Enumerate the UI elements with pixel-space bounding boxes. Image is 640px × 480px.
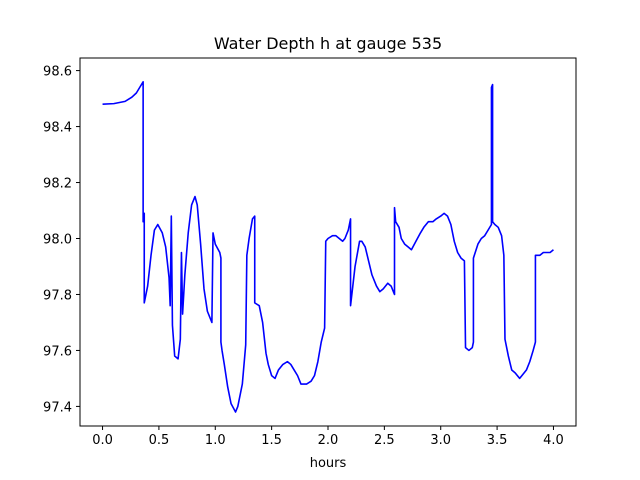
y-tick-label: 97.6 [43,344,72,359]
x-tick-label: 2.0 [318,433,339,448]
x-tick-label: 0.5 [149,433,170,448]
y-tick-label: 98.0 [43,233,72,248]
y-tick-label: 97.4 [43,400,72,415]
x-tick-label: 4.0 [543,433,564,448]
chart-title: Water Depth h at gauge 535 [214,34,442,53]
series-line [102,80,554,413]
x-tick-label: 0.0 [92,433,113,448]
y-tick-label: 98.6 [43,65,72,80]
y-tick-label: 98.2 [43,177,72,192]
x-tick-label: 1.5 [261,433,282,448]
x-tick-label: 3.0 [430,433,451,448]
x-axis: 0.0 0.5 1.0 1.5 2.0 2.5 3.0 3.5 4.0 [92,426,564,448]
y-axis: 97.4 97.6 97.8 98.0 98.2 98.4 98.6 [43,65,80,415]
y-tick-label: 98.4 [43,121,72,136]
x-tick-label: 3.5 [487,433,508,448]
series-layer [102,80,554,413]
y-tick-label: 97.8 [43,288,72,303]
x-tick-label: 2.5 [374,433,395,448]
x-axis-title: hours [310,456,347,471]
x-tick-label: 1.0 [205,433,226,448]
